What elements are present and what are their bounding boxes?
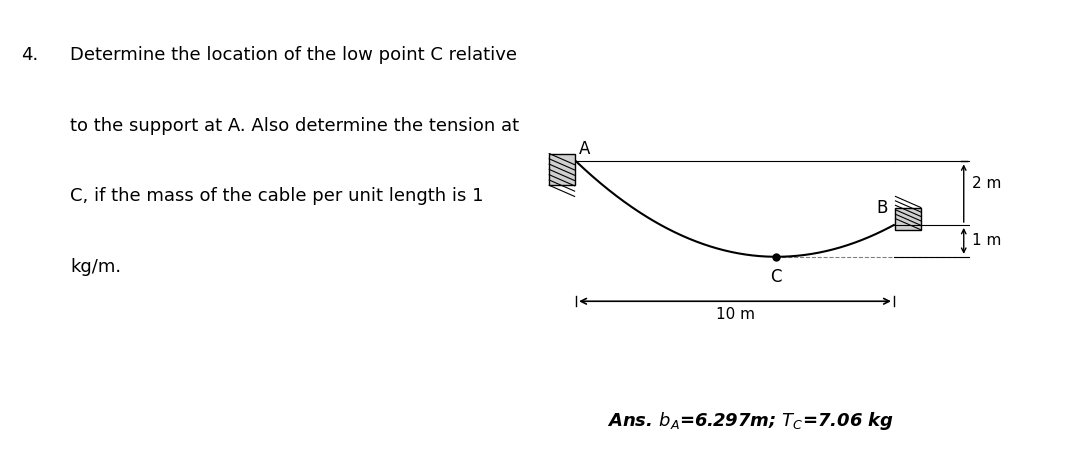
Text: Ans. $b_A$=6.297m; $T_C$=7.06 kg: Ans. $b_A$=6.297m; $T_C$=7.06 kg xyxy=(607,410,894,432)
Text: 10 m: 10 m xyxy=(716,307,755,322)
Text: 4.: 4. xyxy=(21,46,38,64)
Text: 1 m: 1 m xyxy=(972,234,1001,249)
Text: B: B xyxy=(876,199,888,217)
FancyBboxPatch shape xyxy=(895,207,921,230)
FancyBboxPatch shape xyxy=(550,154,575,185)
Text: C: C xyxy=(770,268,782,286)
Text: kg/m.: kg/m. xyxy=(70,258,121,276)
Text: A: A xyxy=(579,140,590,158)
Text: to the support at A. Also determine the tension at: to the support at A. Also determine the … xyxy=(70,117,519,134)
Text: 2 m: 2 m xyxy=(972,176,1001,191)
Text: Determine the location of the low point C relative: Determine the location of the low point … xyxy=(70,46,517,64)
Text: C, if the mass of the cable per unit length is 1: C, if the mass of the cable per unit len… xyxy=(70,187,484,205)
